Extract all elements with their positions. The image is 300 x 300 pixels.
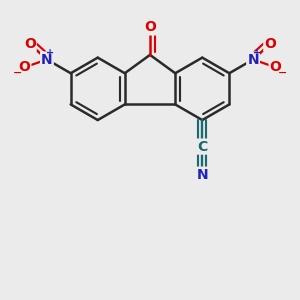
Text: N: N <box>196 168 208 182</box>
Text: O: O <box>144 20 156 34</box>
Text: O: O <box>19 60 30 74</box>
Text: N: N <box>247 52 259 67</box>
Text: +: + <box>46 48 55 58</box>
Text: N: N <box>41 52 53 67</box>
Text: −: − <box>278 68 287 78</box>
Text: +: + <box>254 48 262 58</box>
Text: O: O <box>270 60 281 74</box>
Text: C: C <box>197 140 207 154</box>
Text: O: O <box>24 37 36 51</box>
Text: −: − <box>13 68 22 78</box>
Text: O: O <box>264 37 276 51</box>
